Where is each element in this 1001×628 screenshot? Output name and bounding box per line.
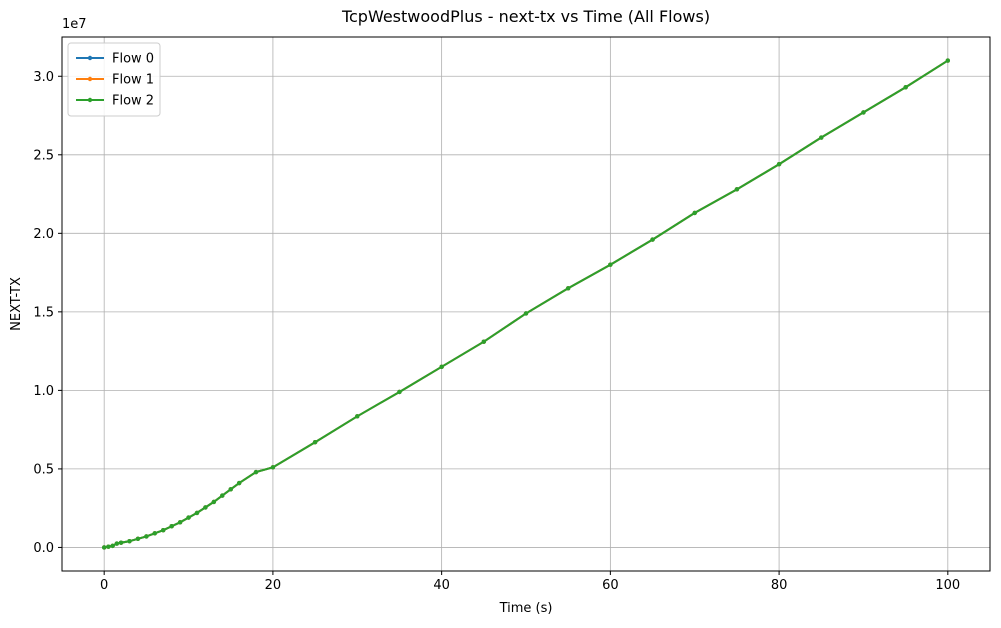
chart-title: TcpWestwoodPlus - next-tx vs Time (All F… [341, 7, 710, 26]
data-point [253, 469, 259, 475]
x-tick-label: 40 [433, 578, 450, 593]
data-point [101, 545, 107, 550]
legend-item: Flow 0 [76, 52, 154, 67]
series-group [101, 58, 951, 550]
x-tick-label: 80 [771, 578, 788, 593]
data-point [114, 541, 120, 546]
x-tick-label: 20 [265, 578, 282, 593]
data-point [110, 543, 115, 549]
x-tick-label: 100 [935, 578, 960, 593]
y-axis-offset-label: 1e7 [62, 17, 87, 32]
data-point [608, 262, 613, 267]
y-tick-label: 0.5 [33, 462, 54, 477]
series-flow-2 [101, 58, 951, 550]
data-point [106, 544, 111, 549]
plot-frame [61, 36, 991, 572]
data-point [220, 493, 225, 498]
grid [62, 37, 990, 571]
data-point [565, 286, 571, 291]
data-point [945, 58, 951, 63]
y-tick-label: 2.0 [33, 227, 54, 242]
series-flow-1 [101, 58, 951, 550]
data-point [177, 520, 183, 525]
y-tick-label: 2.5 [33, 148, 54, 163]
legend-label: Flow 1 [112, 73, 154, 88]
data-point [270, 465, 276, 470]
x-tick-label: 0 [100, 578, 108, 593]
data-point [161, 527, 166, 533]
data-point [650, 237, 655, 242]
y-axis-label: NEXT-TX [9, 277, 24, 331]
data-point [118, 540, 124, 545]
data-point [135, 536, 141, 542]
data-point [439, 364, 444, 370]
data-point [481, 339, 487, 344]
data-point [152, 531, 157, 536]
data-point [397, 389, 402, 395]
y-tick-label: 0.0 [33, 541, 54, 556]
x-tick-label: 60 [602, 578, 619, 593]
y-axis-ticks: 0.0 0.5 1.0 1.5 2.0 2.5 3.0 [33, 70, 62, 556]
data-point [144, 534, 149, 539]
legend-label: Flow 0 [112, 52, 154, 67]
data-point [211, 499, 217, 505]
data-point [312, 440, 318, 445]
legend-marker [87, 76, 93, 82]
legend: Flow 0 Flow 1 Flow 2 [67, 42, 161, 117]
data-point [692, 210, 697, 216]
y-tick-label: 1.0 [33, 384, 54, 399]
series-flow-0 [101, 58, 951, 550]
data-point [169, 524, 174, 529]
legend-label: Flow 2 [112, 94, 154, 109]
y-tick-label: 3.0 [33, 70, 54, 85]
data-point [819, 135, 824, 140]
series-line [103, 59, 949, 549]
y-tick-label: 1.5 [33, 305, 54, 320]
data-point [523, 311, 529, 316]
legend-item: Flow 2 [76, 94, 154, 109]
data-point [734, 187, 740, 192]
legend-marker [87, 97, 93, 103]
data-point [903, 85, 908, 90]
data-point [776, 162, 782, 167]
data-point [228, 487, 233, 492]
series-line [103, 59, 949, 549]
x-axis-label: Time (s) [499, 601, 553, 616]
legend-marker [87, 55, 93, 61]
data-point [236, 480, 242, 486]
data-point [127, 538, 132, 544]
legend-item: Flow 1 [76, 73, 154, 88]
series-line [103, 59, 949, 549]
x-axis-ticks: 0 20 40 60 80 100 [100, 571, 960, 593]
data-point [186, 515, 191, 520]
data-point [355, 414, 360, 419]
data-point [203, 505, 208, 510]
legend-box [67, 42, 161, 117]
data-point [861, 110, 866, 115]
data-point [194, 510, 200, 516]
